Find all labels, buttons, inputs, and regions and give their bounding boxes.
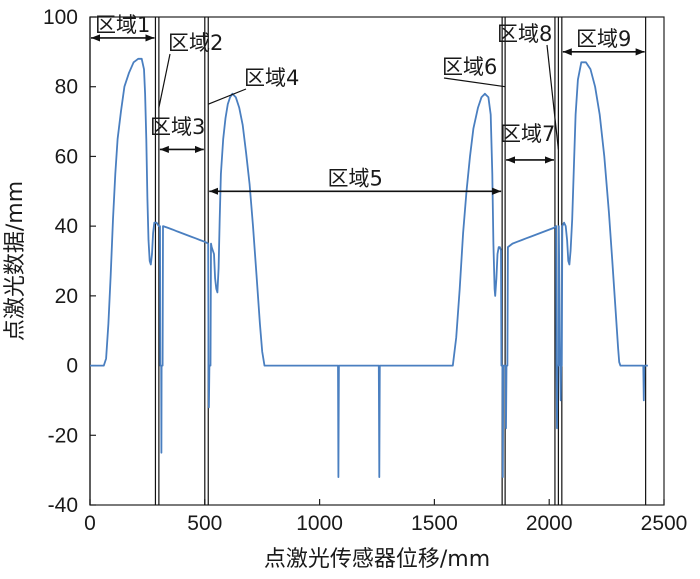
region-leader-line [546,44,559,150]
region-leader-line [208,88,247,105]
region-label: 区域6 [442,55,497,79]
region-label: 区域9 [576,27,631,51]
region-label: 区域7 [500,122,555,146]
region-leader-line [443,77,506,88]
region-label: 区域2 [168,31,223,55]
data-series-line [90,57,648,478]
region-label: 区域3 [150,115,205,139]
y-tick-label: 40 [55,215,78,238]
y-tick-label: 80 [55,76,78,99]
y-tick-label: 0 [66,355,78,378]
x-tick-label: 2500 [641,512,688,535]
region-annotations: 区域1 区域2 区域3 区域4 区域5 区域6 区域7 区域8 区域9 [91,13,645,195]
region-leader-line [158,53,171,108]
y-tick-label: 100 [43,6,78,29]
region-label: 区域5 [328,166,383,190]
y-tick-label: -20 [48,424,78,447]
region-label: 区域1 [95,13,150,37]
x-tick-label: 0 [84,512,96,535]
x-tick-label: 2000 [526,512,573,535]
region-label: 区域8 [497,22,552,46]
y-axis-ticks: -40 -20 0 20 40 60 80 100 [43,6,96,517]
y-tick-label: 20 [55,285,78,308]
x-tick-label: 500 [187,512,222,535]
region-label: 区域4 [244,66,299,90]
x-tick-label: 1500 [411,512,458,535]
y-tick-label: -40 [48,494,78,517]
y-axis-label: 点激光数据/mm [3,181,28,341]
x-tick-label: 1000 [296,512,343,535]
series-lines [90,57,648,478]
x-axis-ticks: 0 500 1000 1500 2000 2500 [84,499,687,535]
y-tick-label: 60 [55,145,78,168]
x-axis-label: 点激光传感器位移/mm [264,547,490,572]
